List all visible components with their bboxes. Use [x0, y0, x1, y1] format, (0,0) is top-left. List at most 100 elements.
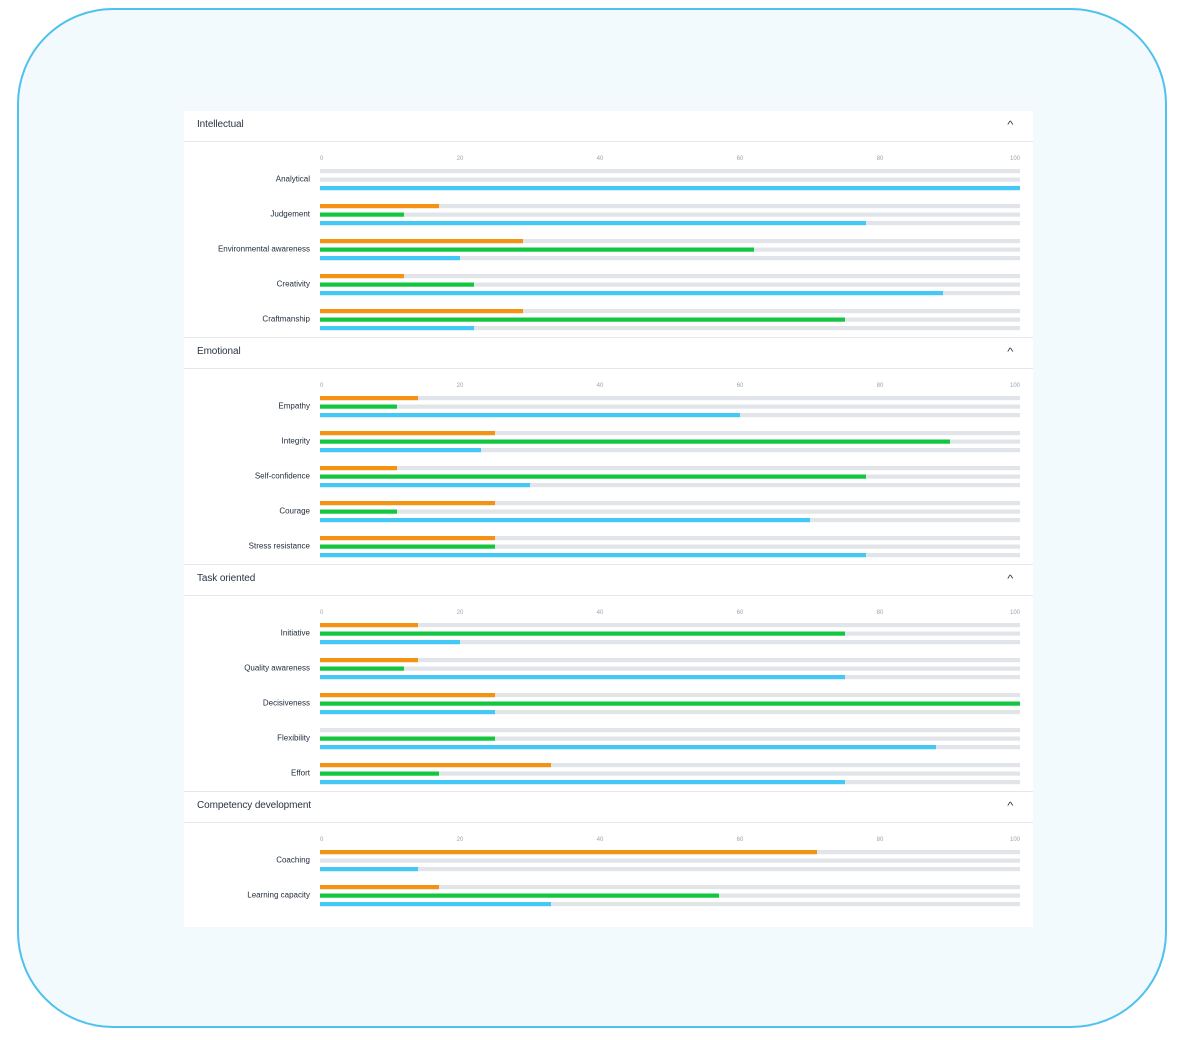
x-tick-label: 40 [597, 837, 604, 843]
bar-orange [320, 431, 495, 436]
chevron-up-icon[interactable]: ^ [1007, 801, 1014, 812]
bar-track [320, 536, 1020, 541]
bar-chart: 0 20 40 60 80 100 Analytical Judgement Environme… [218, 156, 1021, 331]
row-label: Courage [279, 507, 310, 516]
bar-track [320, 509, 1020, 514]
row-label: Coaching [276, 856, 310, 865]
competency-panel: Intellectual ^ 0 20 40 60 80 100 Analytical Judge… [184, 111, 1033, 927]
bar-chart: 0 20 40 60 80 100 Empathy Integrity Self-confide… [249, 383, 1021, 558]
x-tick-label: 0 [320, 383, 324, 389]
bar-track [320, 282, 1020, 287]
row-label: Self-confidence [255, 472, 311, 481]
bar-blue [320, 291, 943, 296]
bar-track [320, 771, 1020, 776]
bar-track [320, 204, 1020, 209]
bar-track [320, 431, 1020, 436]
x-tick-label: 100 [1010, 837, 1021, 843]
x-tick-label: 20 [457, 837, 464, 843]
bar-green [320, 282, 474, 287]
section-title: Emotional [197, 346, 241, 357]
section-header[interactable]: Task oriented ^ [184, 565, 1033, 596]
x-tick-label: 100 [1010, 610, 1021, 616]
bar-track [320, 177, 1020, 182]
row-label: Effort [291, 769, 311, 778]
bar-blue [320, 902, 551, 907]
section-chart: 0 20 40 60 80 100 Coaching Learning capacity [184, 823, 1033, 927]
bar-orange [320, 239, 523, 244]
bar-track [320, 693, 1020, 698]
bar-orange [320, 466, 397, 471]
bar-green [320, 771, 439, 776]
bar-orange [320, 536, 495, 541]
chevron-up-icon[interactable]: ^ [1007, 574, 1014, 585]
bar-orange [320, 885, 439, 890]
x-tick-label: 60 [737, 610, 744, 616]
bar-track [320, 640, 1020, 645]
bar-orange [320, 501, 495, 506]
section-header[interactable]: Intellectual ^ [184, 111, 1033, 142]
bar-orange [320, 396, 418, 401]
bar-blue [320, 640, 460, 645]
section-title: Task oriented [197, 573, 256, 584]
bar-chart: 0 20 40 60 80 100 Initiative Quality awareness D… [244, 610, 1021, 785]
x-tick-label: 40 [597, 610, 604, 616]
bar-orange [320, 763, 551, 768]
row-label: Flexibility [277, 734, 310, 743]
bar-track [320, 256, 1020, 261]
bar-green [320, 439, 950, 444]
x-tick-label: 80 [877, 156, 884, 162]
bar-blue [320, 867, 418, 872]
bar-blue [320, 448, 481, 453]
row-label: Learning capacity [247, 891, 310, 900]
row-label: Analytical [276, 175, 310, 184]
bar-track [320, 658, 1020, 663]
x-tick-label: 60 [737, 837, 744, 843]
row-label: Stress resistance [249, 542, 311, 551]
bar-track [320, 274, 1020, 279]
chevron-up-icon[interactable]: ^ [1007, 347, 1014, 358]
row-label: Craftmanship [262, 315, 310, 324]
bar-orange [320, 693, 495, 698]
bar-track [320, 736, 1020, 741]
section-chart: 0 20 40 60 80 100 Analytical Judgement Environme… [184, 142, 1033, 338]
x-tick-label: 0 [320, 610, 324, 616]
x-tick-label: 80 [877, 610, 884, 616]
bar-blue [320, 413, 740, 418]
bar-track [320, 858, 1020, 863]
bar-blue [320, 675, 845, 680]
row-label: Initiative [281, 629, 311, 638]
bar-track [320, 728, 1020, 733]
bar-blue [320, 745, 936, 750]
bar-track [320, 396, 1020, 401]
bar-blue [320, 186, 1020, 191]
bar-blue [320, 221, 866, 226]
bar-track [320, 867, 1020, 872]
row-label: Empathy [278, 402, 310, 411]
bar-green [320, 893, 719, 898]
bar-track [320, 448, 1020, 453]
row-label: Environmental awareness [218, 245, 310, 254]
chevron-up-icon[interactable]: ^ [1007, 120, 1014, 131]
bar-green [320, 631, 845, 636]
x-tick-label: 100 [1010, 156, 1021, 162]
bar-green [320, 404, 397, 409]
x-tick-label: 80 [877, 383, 884, 389]
row-label: Quality awareness [244, 664, 310, 673]
bar-track [320, 666, 1020, 671]
bar-orange [320, 658, 418, 663]
bar-green [320, 247, 754, 252]
section-header[interactable]: Emotional ^ [184, 338, 1033, 369]
bar-blue [320, 518, 810, 523]
section-title: Competency development [197, 800, 311, 811]
bar-orange [320, 309, 523, 314]
section-chart: 0 20 40 60 80 100 Initiative Quality awareness D… [184, 596, 1033, 792]
bar-blue [320, 483, 530, 488]
bar-track [320, 885, 1020, 890]
section-header[interactable]: Competency development ^ [184, 792, 1033, 823]
row-label: Judgement [270, 210, 310, 219]
section-chart: 0 20 40 60 80 100 Empathy Integrity Self-confide… [184, 369, 1033, 565]
bar-track [320, 404, 1020, 409]
bar-track [320, 623, 1020, 628]
bar-chart: 0 20 40 60 80 100 Coaching Learning capacity [247, 837, 1021, 907]
x-tick-label: 0 [320, 837, 324, 843]
